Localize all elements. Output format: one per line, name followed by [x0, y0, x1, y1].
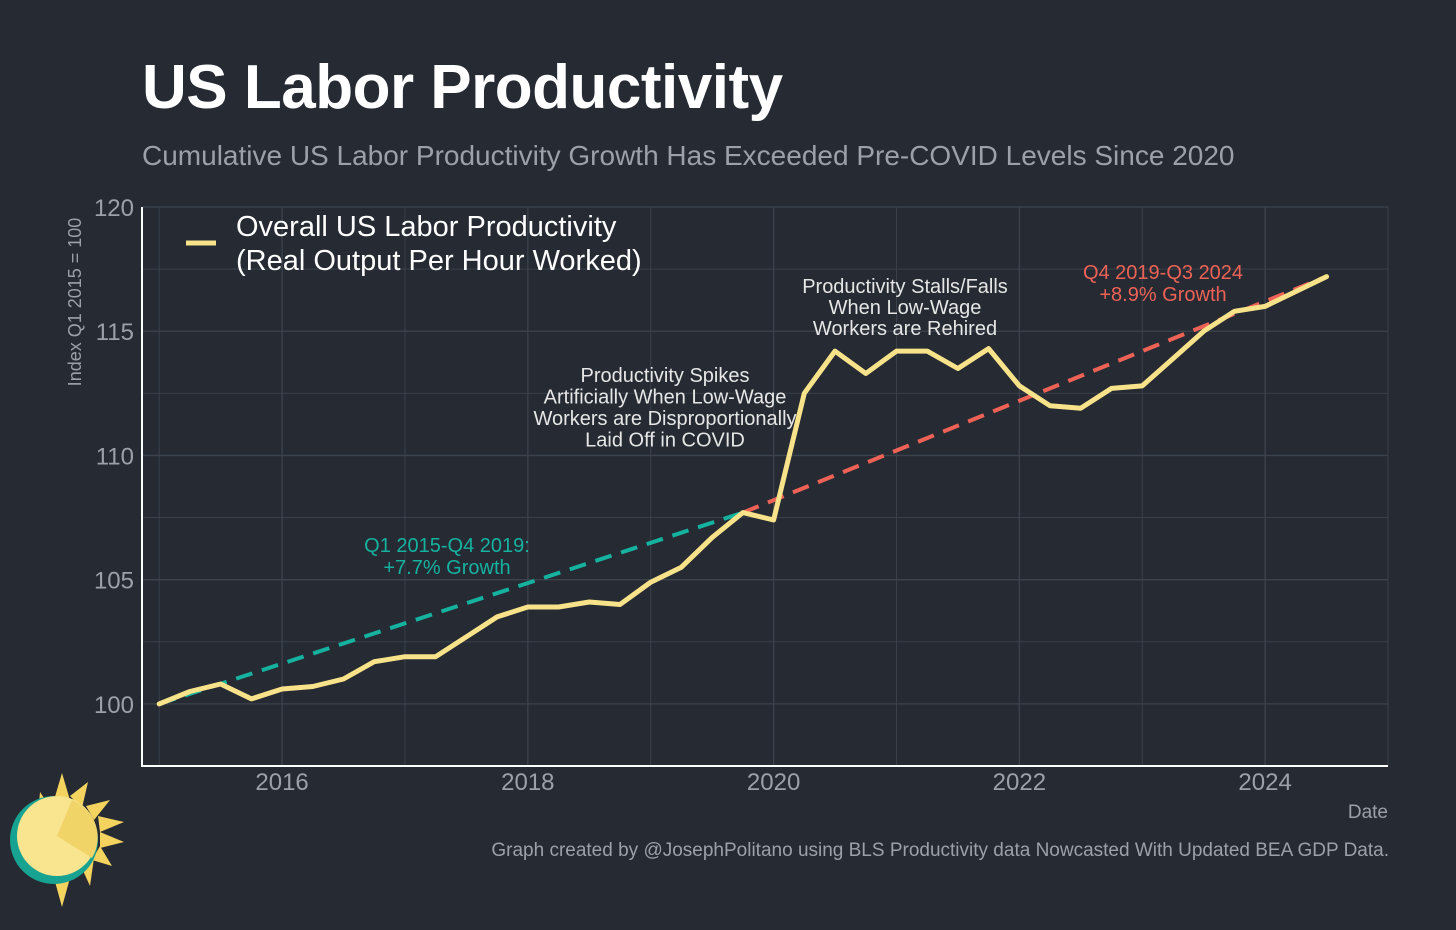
x-tick-label: 2018	[501, 769, 554, 796]
y-tick-label: 110	[96, 443, 134, 470]
chart-title: US Labor Productivity	[142, 53, 783, 122]
annotation-covid-spike: Artificially When Low-Wage	[544, 387, 787, 409]
y-tick-label: 115	[96, 319, 134, 346]
series-layer	[156, 274, 1330, 707]
trend-lines	[158, 274, 1328, 706]
x-tick-label: 2020	[747, 769, 800, 796]
annotation-stall: When Low-Wage	[829, 297, 982, 319]
annotation-stall: Workers are Rehired	[813, 318, 997, 340]
x-tick-label: 2016	[255, 769, 308, 796]
x-axis-label: Date	[1348, 802, 1388, 823]
grid-lines	[142, 206, 1389, 766]
x-tick-label: 2024	[1238, 769, 1291, 796]
x-tick-label: 2022	[993, 769, 1046, 796]
chart-subtitle: Cumulative US Labor Productivity Growth …	[142, 140, 1235, 171]
annotation-covid-spike: Laid Off in COVID	[585, 430, 745, 452]
annotation-pre-trend: +7.7% Growth	[383, 557, 510, 579]
series-line	[156, 274, 1330, 707]
annotation-pre-trend: Q1 2015-Q4 2019:	[364, 535, 530, 557]
y-tick-label: 120	[94, 195, 134, 222]
source-caption: Graph created by @JosephPolitano using B…	[491, 840, 1389, 861]
axes: 2016 2018 2020 2022 2024 100 105 110 115 120 Date I…	[65, 195, 1388, 823]
annotation-covid-spike: Productivity Spikes	[581, 365, 750, 387]
y-axis-label: Index Q1 2015 = 100	[65, 218, 85, 387]
annotation-post-trend: Q4 2019-Q3 2024	[1083, 262, 1243, 284]
annotation-covid-spike: Workers are Disproportionally	[533, 408, 796, 430]
sun-logo-icon	[10, 773, 124, 907]
annotations: Overall US Labor Productivity(Real Outpu…	[186, 211, 1243, 579]
trend-line-pre-covid	[158, 510, 744, 706]
legend-label: Overall US Labor Productivity	[236, 211, 617, 243]
legend-label: (Real Output Per Hour Worked)	[236, 245, 642, 277]
annotation-post-trend: +8.9% Growth	[1099, 284, 1226, 306]
annotation-stall: Productivity Stalls/Falls	[802, 276, 1008, 298]
y-tick-label: 105	[94, 568, 134, 595]
y-tick-label: 100	[94, 692, 134, 719]
